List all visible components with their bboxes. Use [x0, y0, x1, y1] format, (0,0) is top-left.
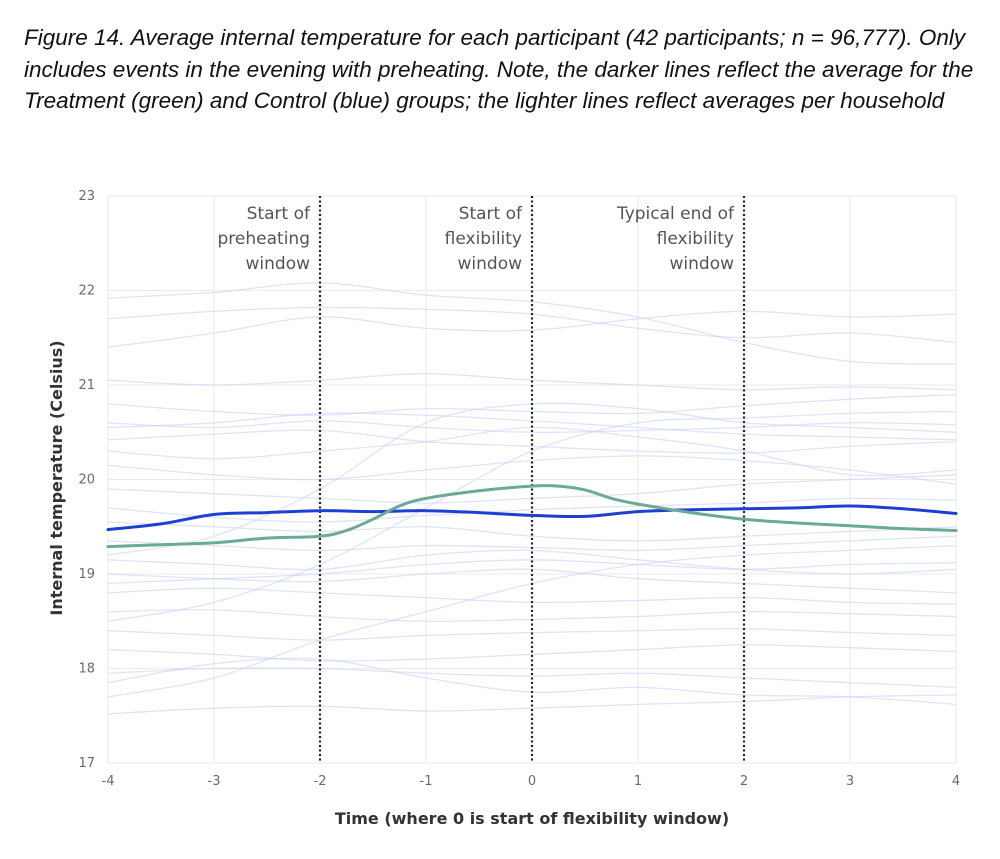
y-axis-title: Internal temperature (Celsius) [47, 340, 66, 615]
household-line [107, 420, 957, 434]
household-line [107, 393, 957, 416]
y-tick-label: 17 [78, 756, 95, 771]
y-tick-label: 20 [78, 473, 95, 488]
annotation-label: window [246, 254, 311, 274]
household-line [107, 521, 957, 542]
x-tick-label: -3 [208, 774, 221, 789]
x-tick-label: -1 [420, 774, 433, 789]
annotation-label: Typical end of [616, 204, 735, 224]
window-annotations: Start of preheating window Start of flexibil… [218, 204, 735, 274]
y-tick-label: 18 [78, 662, 95, 677]
window-markers [318, 196, 746, 763]
x-tick-label: -4 [102, 774, 115, 789]
annotation-label: Start of [247, 204, 311, 224]
household-line [107, 373, 957, 391]
control-average-line [106, 504, 958, 532]
annotation-label: Start of [459, 204, 523, 224]
figure-caption: Figure 14. Average internal temperature … [24, 25, 974, 113]
household-line [107, 455, 957, 485]
household-line [107, 559, 957, 585]
x-tick-label: 1 [634, 774, 642, 789]
household-line [107, 412, 957, 441]
annotation-label: flexibility [657, 229, 734, 249]
annotation-label: window [458, 254, 523, 274]
group-averages [106, 484, 958, 549]
x-tick-label: 4 [952, 774, 960, 789]
household-line [107, 410, 957, 622]
annotation-label: window [670, 254, 735, 274]
household-line [107, 644, 957, 662]
x-tick-label: -2 [314, 774, 327, 789]
x-axis-title: Time (where 0 is start of flexibility wi… [335, 809, 729, 828]
x-tick-label: 3 [846, 774, 854, 789]
y-tick-label: 21 [78, 378, 95, 393]
annotation-label: flexibility [445, 229, 522, 249]
household-line [107, 282, 957, 365]
household-line [107, 310, 957, 348]
household-line [107, 429, 957, 454]
household-line [107, 568, 957, 594]
household-line [107, 694, 957, 715]
household-lines [107, 282, 957, 715]
household-line [107, 549, 957, 575]
x-tick-label: 0 [528, 774, 536, 789]
annotation-label: preheating [218, 229, 310, 249]
x-tick-label: 2 [740, 774, 748, 789]
y-tick-label: 22 [78, 284, 95, 299]
y-tick-label: 23 [78, 189, 95, 204]
household-line [107, 497, 957, 523]
treatment-average-line [106, 484, 958, 549]
y-tick-label: 19 [78, 567, 95, 582]
